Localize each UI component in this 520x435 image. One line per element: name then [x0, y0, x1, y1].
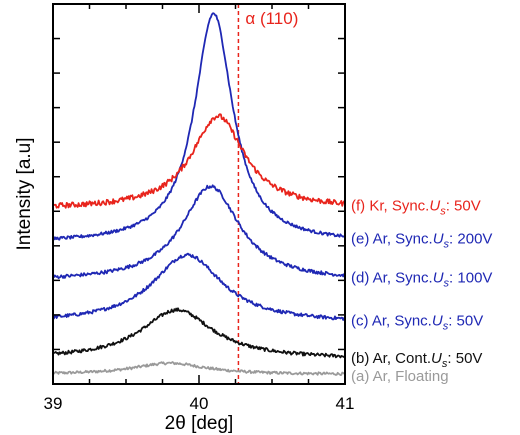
- series-label: (f) Kr, Sync.Us: 50V: [351, 198, 481, 218]
- series-line: [52, 12, 346, 241]
- series-line: [52, 113, 346, 209]
- alpha-110-label: α (110): [245, 9, 298, 28]
- series-label: (e) Ar, Sync.Us: 200V: [351, 230, 492, 250]
- series-label: (b) Ar, Cont.Us: 50V: [351, 350, 482, 370]
- series-label: (a) Ar, Floating: [351, 368, 449, 385]
- x-axis-label: 2θ [deg]: [165, 413, 234, 434]
- series-line: [52, 361, 346, 377]
- series-line: [52, 307, 346, 359]
- series-label: (c) Ar, Sync.Us: 50V: [351, 313, 483, 333]
- series-label: (d) Ar, Sync.Us: 100V: [351, 269, 492, 289]
- x-tick-label: 39: [44, 394, 63, 413]
- y-axis-label: Intensity [a.u]: [14, 137, 35, 250]
- x-tick-label: 40: [190, 394, 209, 413]
- x-tick-label: 41: [336, 394, 355, 413]
- series-line: [52, 184, 346, 280]
- series-line: [52, 252, 346, 321]
